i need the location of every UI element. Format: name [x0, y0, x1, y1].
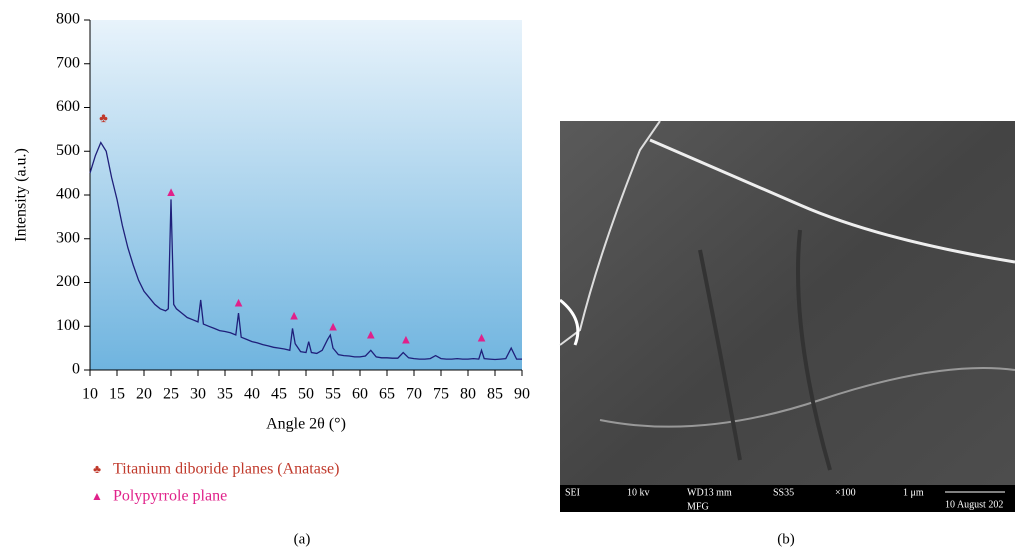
y-tick-label: 200 — [56, 273, 80, 290]
peak-marker: ♣ — [99, 110, 108, 125]
y-tick-label: 600 — [56, 98, 80, 115]
legend-symbol: ♣ — [93, 462, 101, 476]
sem-info-text: SS35 — [773, 487, 794, 498]
legend-label: Polypyrrole plane — [113, 488, 227, 505]
plot-background — [90, 20, 522, 370]
y-tick-label: 400 — [56, 186, 80, 203]
sem-info-text: WD13 mm — [687, 487, 732, 498]
legend-label: Titanium diboride planes (Anatase) — [113, 461, 339, 478]
y-tick-label: 300 — [56, 229, 80, 246]
peak-marker: ▲ — [232, 294, 245, 309]
x-tick-label: 50 — [298, 386, 314, 403]
peak-marker: ▲ — [327, 318, 340, 333]
x-tick-label: 80 — [460, 386, 476, 403]
x-tick-label: 25 — [163, 386, 179, 403]
x-tick-label: 65 — [379, 386, 395, 403]
y-tick-label: 100 — [56, 317, 80, 334]
panel-label: (b) — [777, 531, 795, 547]
sem-info-text: ×100 — [835, 487, 856, 498]
x-tick-label: 10 — [82, 386, 98, 403]
figure: Intensity (a.u.) Angle 2θ (°) (a) (b) 01… — [0, 0, 1015, 552]
y-axis-label: Intensity (a.u.) — [13, 148, 30, 242]
sem-info-text: 10 August 202 — [945, 499, 1003, 510]
sem-image — [560, 121, 1015, 512]
y-tick-label: 500 — [56, 142, 80, 159]
sem-info-text: 1 μm — [903, 487, 924, 498]
peak-marker: ▲ — [288, 308, 301, 323]
x-tick-label: 70 — [406, 386, 422, 403]
panel-label: (a) — [294, 531, 311, 547]
sem-info-text: 10 kv — [627, 487, 650, 498]
x-tick-label: 15 — [109, 386, 125, 403]
y-tick-label: 800 — [56, 11, 80, 28]
legend-symbol: ▲ — [91, 489, 103, 503]
peak-marker: ▲ — [475, 329, 488, 344]
x-tick-label: 35 — [217, 386, 233, 403]
x-tick-label: 85 — [487, 386, 503, 403]
x-tick-label: 55 — [325, 386, 341, 403]
x-axis-label: Angle 2θ (°) — [266, 416, 346, 433]
sem-info-text: MFG — [687, 501, 709, 512]
peak-marker: ▲ — [399, 332, 412, 347]
x-tick-label: 30 — [190, 386, 206, 403]
y-tick-label: 0 — [72, 361, 80, 378]
sem-info-text: SEI — [565, 487, 580, 498]
x-tick-label: 60 — [352, 386, 368, 403]
x-tick-label: 40 — [244, 386, 260, 403]
x-tick-label: 75 — [433, 386, 449, 403]
x-tick-label: 90 — [514, 386, 530, 403]
x-tick-label: 20 — [136, 386, 152, 403]
x-tick-label: 45 — [271, 386, 287, 403]
peak-marker: ▲ — [364, 326, 377, 341]
y-tick-label: 700 — [56, 54, 80, 71]
peak-marker: ▲ — [165, 184, 178, 199]
